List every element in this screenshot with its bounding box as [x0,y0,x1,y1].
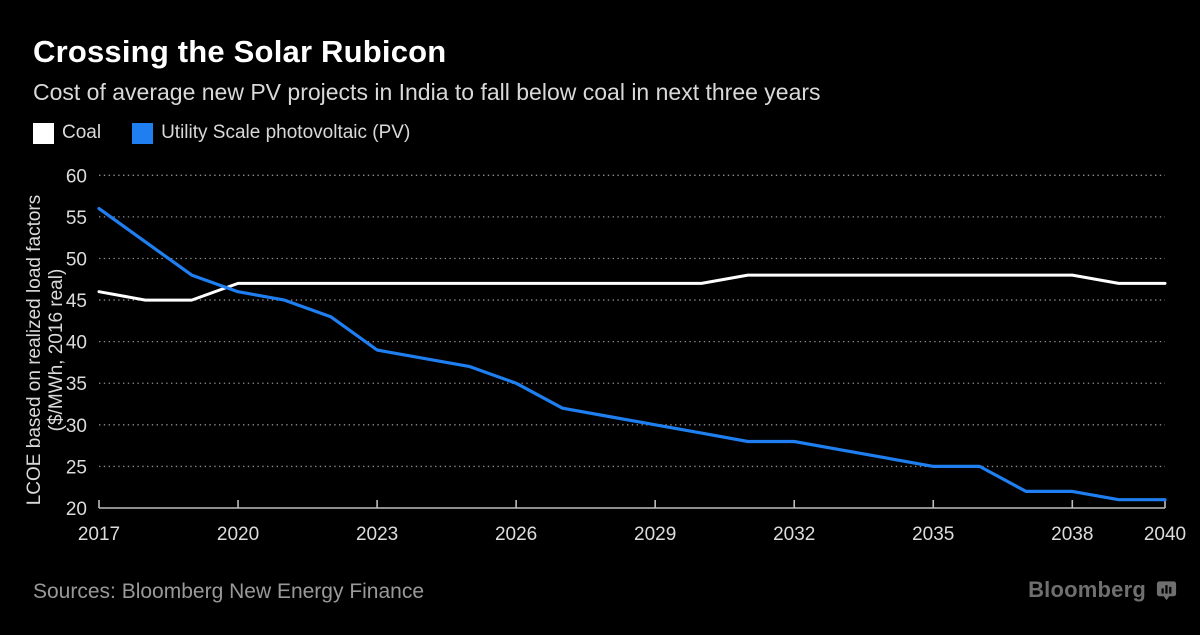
legend-item-coal: Coal [33,122,101,144]
x-axis [98,500,1166,509]
x-tick-label-2035: 2035 [912,524,954,545]
bloomberg-wordmark: Bloomberg [1028,577,1146,602]
x-tick-label-2017: 2017 [78,524,120,545]
y-tick-label-50: 50 [66,249,87,270]
gridlines [99,174,1165,468]
y-tick-label-40: 40 [66,333,87,354]
legend-item-pv: Utility Scale photovoltaic (PV) [132,122,410,144]
y-tick-label-55: 55 [66,208,87,229]
y-tick-label-25: 25 [66,457,87,478]
legend-label-pv: Utility Scale photovoltaic (PV) [161,122,411,143]
y-tick-label-30: 30 [66,416,87,437]
page-title: Crossing the Solar Rubicon [33,34,447,69]
y-tick-label-60: 60 [66,166,87,187]
x-tick-label-2026: 2026 [495,524,537,545]
y-tick-label-20: 20 [66,499,87,520]
x-tick-label-2029: 2029 [634,524,676,545]
x-tick-label-2020: 2020 [217,524,259,545]
x-tick-label-2038: 2038 [1051,524,1093,545]
y-tick-labels: 20 25 30 35 40 45 50 55 60 [66,166,87,520]
coal-line [97,273,1167,302]
pv-line [97,207,1167,502]
sources-credit: Sources: Bloomberg New Energy Finance [33,580,425,603]
legend-label-coal: Coal [62,122,102,143]
legend: Coal Utility Scale photovoltaic (PV) [33,122,410,144]
y-tick-label-45: 45 [66,291,87,312]
x-tick-label-2023: 2023 [356,524,398,545]
pv-swatch [132,122,154,144]
x-tick-label-2040: 2040 [1144,524,1186,545]
coal-swatch [33,122,54,144]
chart-subtitle: Cost of average new PV projects in India… [33,79,821,105]
x-tick-label-2032: 2032 [773,524,815,545]
bloomberg-brand: Bloomberg [1028,577,1178,603]
y-tick-label-35: 35 [66,374,87,395]
x-tick-labels: 2017 2020 2023 2026 2029 2032 2035 2038 2040 [78,524,1186,545]
series-lines [97,207,1167,502]
bloomberg-terminal-icon [1156,580,1177,600]
